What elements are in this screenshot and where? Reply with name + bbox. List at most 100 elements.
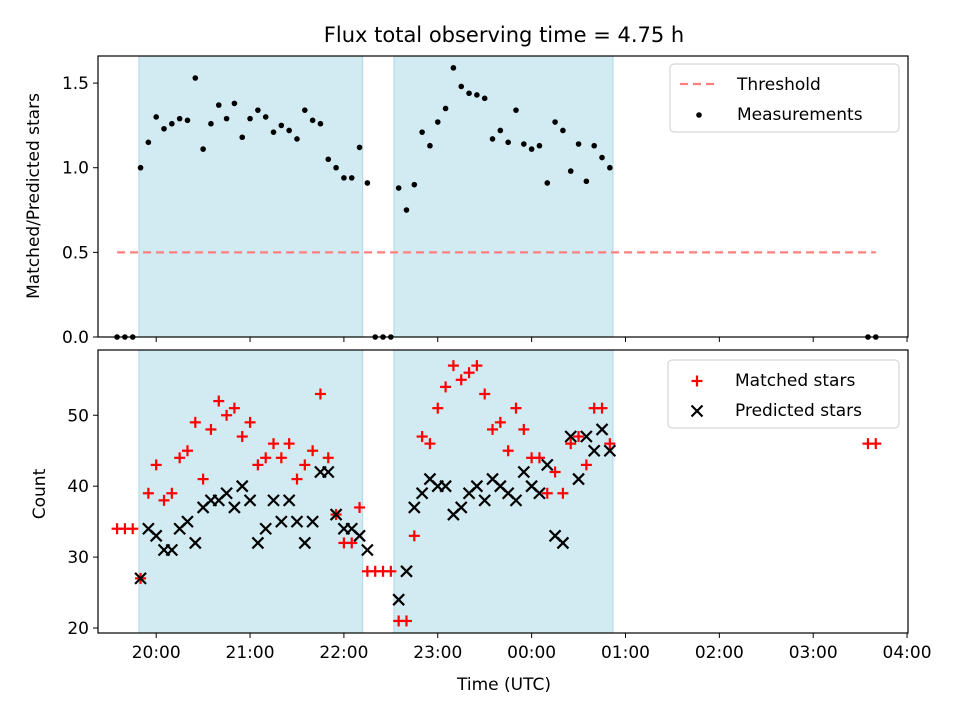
x-axis-label: Time (UTC) — [456, 675, 551, 695]
predicted-star-point — [165, 543, 179, 557]
measurement-point — [278, 122, 285, 129]
x-tick-label: 01:00 — [601, 643, 650, 663]
measurement-point — [208, 120, 214, 127]
matched-star-point — [268, 438, 280, 450]
matched-star-point — [565, 438, 577, 450]
plot-frame — [97, 55, 909, 338]
matched-star-point — [275, 452, 287, 464]
matched-star-point — [494, 416, 506, 428]
x-tick-label: 21:00 — [226, 643, 275, 663]
predicted-star-point — [517, 465, 531, 479]
predicted-star-point — [400, 565, 413, 578]
matched-star-point — [150, 459, 162, 471]
measurement-point — [262, 114, 269, 120]
predicted-star-point — [321, 465, 335, 479]
legend-box — [669, 63, 900, 133]
measurement-point — [247, 115, 253, 122]
x-tick-label: 02:00 — [695, 643, 744, 663]
measurement-point — [270, 129, 277, 135]
measurement-point — [325, 156, 332, 163]
measurement-point — [348, 175, 355, 181]
matched-star-point — [440, 381, 452, 393]
measurement-point — [607, 164, 613, 171]
predicted-star-point — [454, 501, 468, 514]
predicted-star-point — [235, 479, 249, 493]
measurement-point — [333, 164, 339, 171]
predicted-star-point — [275, 515, 288, 528]
matched-star-point — [408, 530, 420, 542]
measurement-point — [145, 139, 152, 146]
measurement-point — [450, 65, 457, 71]
measurement-point — [560, 127, 566, 134]
legend-predicted-label: Predicted stars — [735, 401, 862, 421]
matched-star-point — [346, 537, 358, 549]
x-tick-label: 20:00 — [132, 643, 181, 663]
y-tick-label: 1.0 — [62, 159, 89, 179]
predicted-star-point — [580, 430, 593, 443]
matched-star-point — [228, 402, 240, 414]
predicted-star-point — [306, 515, 319, 528]
measurement-point — [153, 114, 159, 120]
measurement-point — [215, 102, 222, 108]
measurement-point — [309, 117, 316, 124]
measurement-point — [544, 180, 551, 186]
y-tick-label: 0.0 — [62, 328, 89, 348]
y-axis-label-ratio: Matched/Predicted stars — [24, 93, 44, 299]
y-axis-label-count: Count — [30, 468, 50, 519]
matched-star-point — [463, 367, 475, 379]
measurement-point — [427, 142, 433, 149]
measurement-point — [505, 139, 511, 146]
y-tick-label: 40 — [67, 477, 89, 497]
predicted-star-point — [353, 529, 366, 543]
legend-measurements-label: Measurements — [737, 105, 863, 125]
matched-star-point — [260, 452, 272, 464]
y-tick-label: 20 — [67, 619, 89, 639]
matched-star-point — [518, 423, 530, 435]
matched-star-point — [541, 487, 553, 499]
matched-star-point — [510, 402, 522, 414]
measurement-point — [169, 120, 175, 127]
y-tick-label: 30 — [67, 548, 89, 568]
matched-star-point — [197, 473, 209, 485]
matched-star-point — [127, 523, 139, 535]
predicted-star-point — [259, 522, 272, 536]
predicted-star-point — [228, 501, 241, 514]
measurement-point — [474, 92, 480, 98]
measurement-point — [411, 181, 418, 188]
x-tick-label: 00:00 — [507, 643, 556, 663]
matched-star-point — [471, 360, 483, 372]
measurement-point — [356, 144, 363, 151]
legend-ratio: Threshold Measurements — [669, 63, 900, 133]
matched-star-point — [549, 466, 561, 478]
measurement-point — [184, 117, 191, 124]
measurement-point — [552, 119, 558, 125]
predicted-star-point — [587, 444, 601, 457]
measurement-point — [223, 115, 230, 122]
measurement-point — [521, 141, 527, 147]
observing-interval-1 — [138, 349, 364, 634]
predicted-star-point — [509, 494, 523, 507]
measurement-point — [536, 142, 543, 149]
matched-star-point — [307, 445, 319, 457]
predicted-star-point — [329, 508, 343, 521]
predicted-star-point — [149, 529, 163, 543]
predicted-star-point — [298, 536, 312, 550]
measurement-point — [176, 115, 183, 122]
measurement-point — [466, 90, 472, 97]
x-tick-label: 03:00 — [789, 643, 838, 663]
predicted-star-point — [439, 479, 452, 493]
matched-star-point — [213, 395, 225, 407]
predicted-star-point — [408, 501, 421, 514]
matched-star-point — [533, 452, 545, 464]
predicted-star-point — [243, 494, 257, 507]
measurement-point — [419, 129, 425, 135]
matched-star-point — [604, 438, 616, 450]
matched-star-point — [580, 459, 592, 471]
y-tick-label: 50 — [67, 406, 89, 426]
measurement-point — [341, 175, 347, 181]
predicted-star-point — [478, 494, 491, 507]
matched-star-point — [236, 431, 248, 443]
predicted-star-point — [267, 494, 280, 507]
predicted-star-point — [189, 536, 202, 550]
measurement-point — [364, 180, 371, 186]
